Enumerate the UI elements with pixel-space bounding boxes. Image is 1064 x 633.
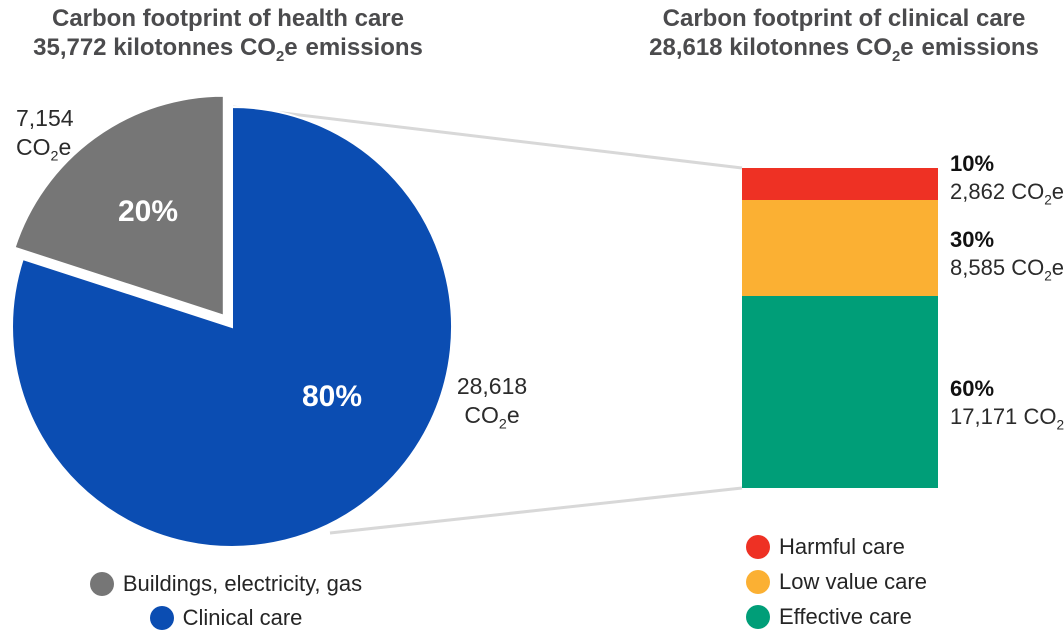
pie-legend: Buildings, electricity, gas Clinical car… — [60, 570, 392, 632]
pie-slice-buildings — [13, 94, 225, 318]
co2e-unit: CO2e — [855, 34, 914, 65]
legend-label: Harmful care — [779, 534, 905, 559]
legend-item-low-value-care: Low value care — [746, 569, 927, 595]
bar-segment-low-value-care — [742, 200, 938, 296]
bar-segment-harmful-care — [742, 168, 938, 200]
legend-label: Clinical care — [182, 605, 303, 630]
bar-segment-effective-care — [742, 296, 938, 488]
legend-item-buildings: Buildings, electricity, gas — [89, 570, 363, 598]
bar-label-effective-care: 60% 17,171CO2e — [950, 375, 1064, 433]
pie-slice-clinical-care — [11, 105, 454, 548]
pie-value-buildings: 7,154 CO2e — [16, 105, 74, 165]
connector-line-bottom — [329, 486, 743, 535]
harmful-care-legend-dot-icon — [746, 535, 770, 559]
bar-legend: Harmful care Low value care Effective ca… — [746, 534, 927, 630]
effective-care-legend-dot-icon — [746, 605, 770, 629]
legend-item-clinical-care: Clinical care — [149, 604, 303, 632]
co2e-unit: CO2e — [1011, 255, 1064, 284]
legend-item-effective-care: Effective care — [746, 604, 912, 630]
bar-label-harmful-care: 10% 2,862 CO2e — [950, 151, 1064, 208]
co2e-unit: CO2e — [1011, 179, 1064, 208]
health-care-title-line2: 35,772 kilotonnes CO2e emissions — [33, 34, 423, 65]
clinical-care-title: Carbon footprint of clinical care 28,618… — [624, 4, 1064, 65]
legend-label: Low value care — [779, 569, 927, 594]
co2e-unit: CO2e — [464, 402, 520, 433]
pie-percent-clinical-care: 80% — [301, 380, 363, 413]
clinical-care-title-line1: Carbon footprint of clinical care — [662, 5, 1026, 32]
low-value-care-legend-dot-icon — [746, 570, 770, 594]
co2e-unit: CO2e — [1023, 404, 1064, 433]
health-care-title-line1: Carbon footprint of health care — [51, 5, 404, 32]
pie-value-clinical-care: 28,618 CO2e — [440, 372, 544, 433]
legend-label: Buildings, electricity, gas — [122, 571, 363, 596]
bar-label-low-value-care: 30% 8,585 CO2e — [950, 227, 1064, 284]
legend-item-harmful-care: Harmful care — [746, 534, 905, 560]
clinical-care-legend-dot-icon — [149, 606, 174, 630]
connector-line-top — [232, 105, 743, 170]
clinical-care-title-line2: 28,618 kilotonnes CO2e emissions — [649, 34, 1039, 65]
buildings-legend-dot-icon — [89, 572, 114, 596]
legend-label: Effective care — [779, 604, 912, 629]
co2e-unit: CO2e — [239, 34, 298, 65]
pie-percent-buildings: 20% — [117, 195, 179, 228]
co2e-unit: CO2e — [16, 134, 72, 165]
health-care-title: Carbon footprint of health care 35,772 k… — [0, 4, 456, 65]
